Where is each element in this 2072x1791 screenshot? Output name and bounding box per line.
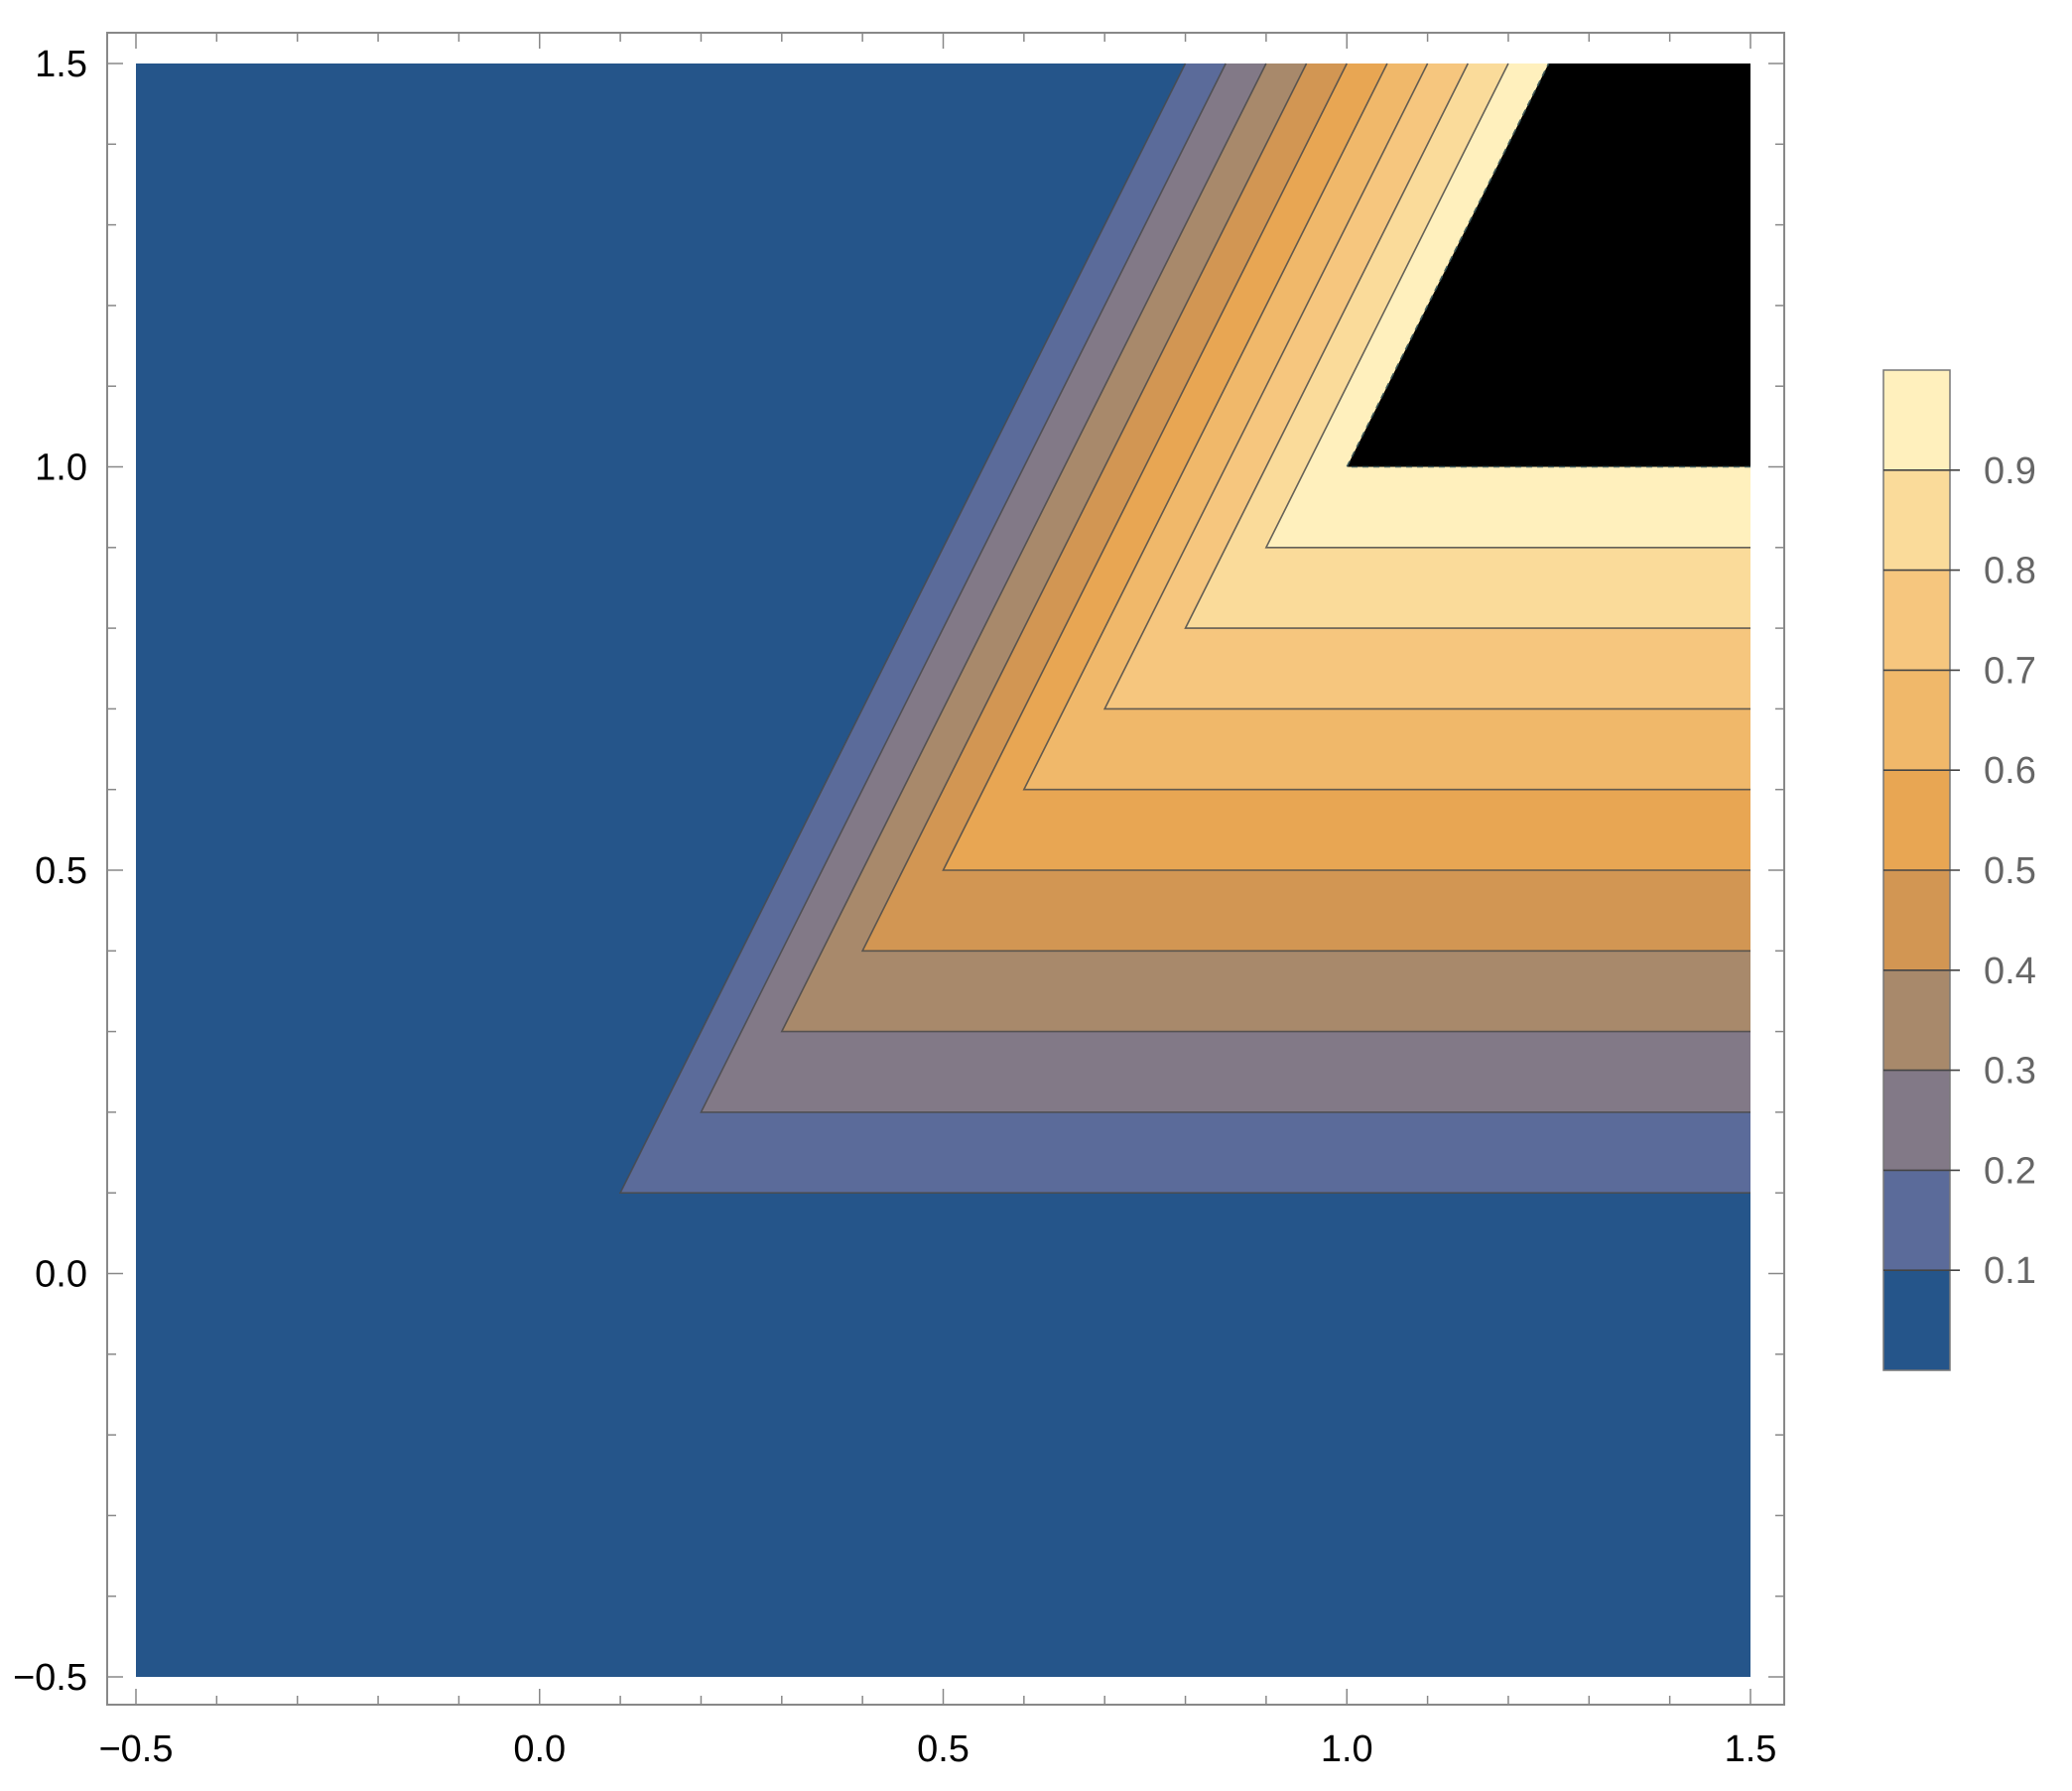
- contour-line-plateau: [1345, 63, 1750, 468]
- contour-band-10: [1347, 64, 1750, 467]
- contour-line-0.1: [618, 63, 1750, 1194]
- legend-colorbar: 0.1 0.2 0.3 0.4 0.5 0.6 0.7 0.8 0.9: [1882, 369, 2036, 1371]
- contour-line-0.9: [1264, 63, 1750, 549]
- x-tick-label: −0.5: [98, 1728, 173, 1770]
- x-tick-label: 0.5: [917, 1728, 970, 1770]
- legend-swatch: [1883, 1270, 1950, 1371]
- x-tick-label: 1.0: [1321, 1728, 1373, 1770]
- legend-swatch: [1883, 770, 1950, 871]
- axis-ticks: [107, 33, 1784, 1705]
- legend-label: 0.5: [1984, 850, 2036, 892]
- contour-line-0.8: [1184, 63, 1750, 629]
- legend-label: 0.2: [1984, 1150, 2036, 1192]
- legend-swatch: [1883, 370, 1950, 471]
- contour-line-0.6: [1022, 63, 1750, 791]
- contour-line-0.7: [1102, 63, 1750, 710]
- legend-label: 0.3: [1984, 1051, 2036, 1092]
- y-tick-labels: −0.5 0.0 0.5 1.0 1.5: [13, 44, 87, 1699]
- contour-line-0.2: [700, 63, 1750, 1113]
- legend-label: 0.8: [1984, 551, 2036, 592]
- legend-swatch: [1883, 670, 1950, 771]
- plot-frame: [106, 32, 1785, 1706]
- legend-label: 0.6: [1984, 750, 2036, 792]
- contour-lines: [618, 63, 1750, 1194]
- legend-swatch: [1883, 570, 1950, 671]
- x-tick-labels: −0.5 0.0 0.5 1.0 1.5: [98, 1728, 1776, 1770]
- plot-area: [136, 64, 1750, 1677]
- legend-label: 0.4: [1984, 951, 2036, 992]
- legend-swatch: [1883, 969, 1950, 1072]
- y-tick-label: 1.5: [35, 44, 87, 85]
- contour-line-0.3: [780, 63, 1750, 1033]
- legend-label: 0.1: [1984, 1250, 2036, 1292]
- legend-label: 0.9: [1984, 450, 2036, 492]
- contour-line-0.5: [942, 63, 1750, 871]
- y-tick-label: 0.5: [35, 850, 87, 892]
- legend-swatch: [1883, 1170, 1950, 1271]
- legend-swatch: [1883, 870, 1950, 971]
- y-tick-label: 1.0: [35, 448, 87, 489]
- y-tick-label: 0.0: [35, 1254, 87, 1296]
- legend-label: 0.7: [1984, 650, 2036, 692]
- legend-swatch: [1883, 1070, 1950, 1171]
- y-tick-label: −0.5: [13, 1657, 87, 1699]
- x-tick-label: 0.0: [513, 1728, 566, 1770]
- legend-swatch: [1883, 469, 1950, 572]
- x-tick-label: 1.5: [1725, 1728, 1777, 1770]
- contour-line-0.4: [860, 63, 1750, 953]
